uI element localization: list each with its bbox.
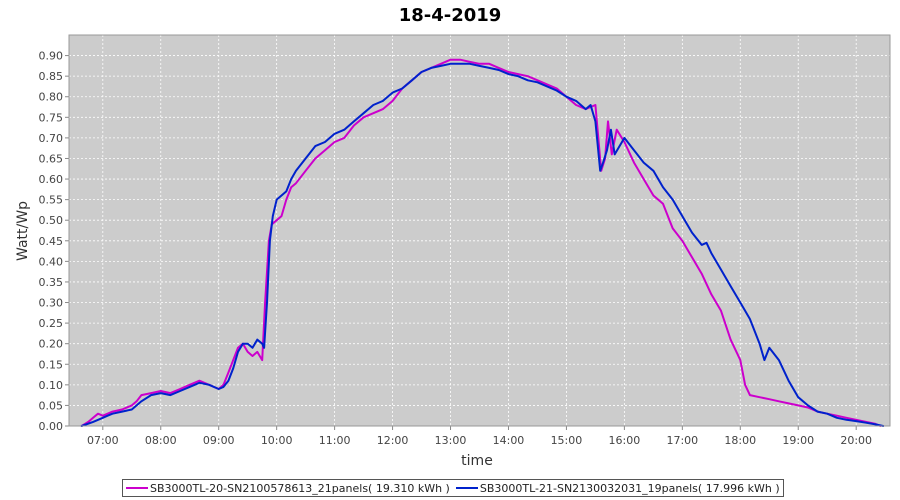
x-axis-label: time [461, 453, 493, 469]
y-tick-label: 0.55 [39, 194, 64, 207]
x-tick-label: 15:00 [551, 434, 583, 447]
y-tick-label: 0.50 [39, 214, 64, 227]
x-tick-label: 14:00 [493, 434, 525, 447]
plot-border [68, 34, 891, 427]
y-tick-label: 0.65 [39, 152, 64, 165]
y-tick-label: 0.05 [39, 399, 64, 412]
legend-swatch [455, 487, 478, 489]
legend-label: SB3000TL-21-SN2130032031_19panels( 17.99… [479, 481, 780, 495]
y-tick-label: 0.35 [39, 276, 64, 289]
series-layer [80, 58, 885, 427]
y-tick-label: 0.45 [39, 235, 64, 248]
x-tick-label: 09:00 [203, 434, 235, 447]
legend-item-series-2: SB3000TL-21-SN2130032031_19panels( 17.99… [455, 481, 780, 495]
y-tick-label: 0.75 [39, 111, 64, 124]
y-tick-label: 0.85 [39, 70, 64, 83]
x-tick-label: 12:00 [377, 434, 409, 447]
plot-area [69, 35, 890, 426]
x-tick-label: 11:00 [319, 434, 351, 447]
legend-item-series-1: SB3000TL-20-SN2100578613_21panels( 19.31… [126, 482, 450, 495]
y-tick-label: 0.00 [39, 420, 64, 433]
legend: SB3000TL-20-SN2100578613_21panels( 19.31… [122, 479, 784, 497]
y-tick-label: 0.30 [39, 297, 64, 310]
x-tick-label: 20:00 [840, 434, 872, 447]
x-tick-label: 17:00 [666, 434, 698, 447]
y-axis-label: Watt/Wp [15, 201, 31, 261]
y-tick-label: 0.90 [39, 50, 64, 63]
x-tick-label: 10:00 [261, 434, 293, 447]
x-tick-label: 18:00 [724, 434, 756, 447]
axes [65, 34, 891, 430]
y-tick-label: 0.70 [39, 132, 64, 145]
tick-labels: 0.00 0.05 0.10 0.15 0.20 0.25 0.30 0.35 0.40 0.45… [39, 50, 873, 447]
x-tick-label: 19:00 [782, 434, 814, 447]
y-tick-label: 0.15 [39, 358, 64, 371]
x-tick-label: 16:00 [609, 434, 641, 447]
legend-swatch [126, 487, 148, 489]
series-line-2 [80, 62, 885, 427]
y-tick-label: 0.10 [39, 379, 64, 392]
x-tick-label: 13:00 [435, 434, 467, 447]
y-tick-label: 0.20 [39, 338, 64, 351]
y-tick-label: 0.25 [39, 317, 64, 330]
x-tick-label: 07:00 [87, 434, 119, 447]
y-tick-label: 0.60 [39, 173, 64, 186]
y-tick-label: 0.40 [39, 255, 64, 268]
chart-title: 18-4-2019 [399, 5, 502, 26]
grid [69, 35, 890, 427]
legend-label: SB3000TL-20-SN2100578613_21panels( 19.31… [150, 481, 450, 495]
x-tick-label: 08:00 [145, 434, 177, 447]
y-tick-label: 0.80 [39, 91, 64, 104]
